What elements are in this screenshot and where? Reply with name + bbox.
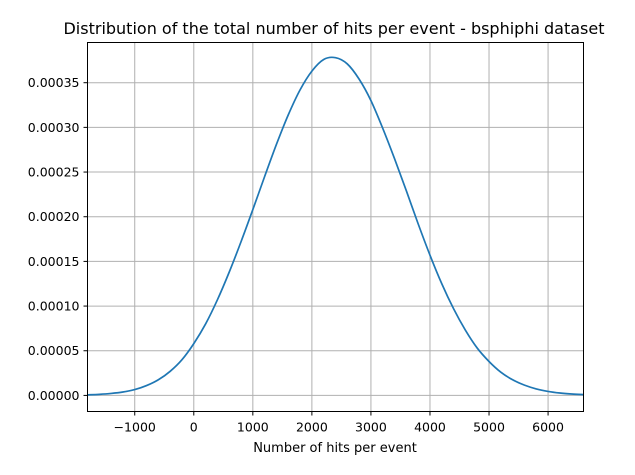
x-tick-label: −1000 [114, 420, 156, 435]
x-tick-label: 4000 [414, 420, 446, 435]
x-tick-label: 5000 [473, 420, 505, 435]
series-layer [87, 56, 584, 396]
y-tick-label: 0.00015 [28, 254, 80, 269]
y-tick-label: 0.00005 [28, 343, 80, 358]
x-tick-label: 1000 [237, 420, 269, 435]
y-tick-label: 0.00000 [28, 388, 80, 403]
distribution-line [87, 56, 584, 396]
y-tick-label: 0.00020 [28, 209, 80, 224]
y-tick-label: 0.00010 [28, 299, 80, 314]
chart-title: Distribution of the total number of hits… [63, 19, 604, 38]
y-tick-label: 0.00035 [28, 75, 80, 90]
plot-frame [87, 42, 584, 412]
y-tick-label: 0.00025 [28, 165, 80, 180]
x-axis-label: Number of hits per event [253, 441, 417, 456]
y-axis: 0.00000 0.00005 0.00010 0.00015 0.00020 0.000… [28, 75, 88, 403]
y-tick-label: 0.00030 [28, 120, 80, 135]
x-tick-label: 0 [190, 420, 198, 435]
x-tick-label: 2000 [296, 420, 328, 435]
x-axis: −1000 0 1000 2000 3000 4000 5000 6000 [114, 411, 564, 435]
x-tick-label: 6000 [532, 420, 564, 435]
x-tick-label: 3000 [355, 420, 387, 435]
grid [87, 42, 584, 412]
